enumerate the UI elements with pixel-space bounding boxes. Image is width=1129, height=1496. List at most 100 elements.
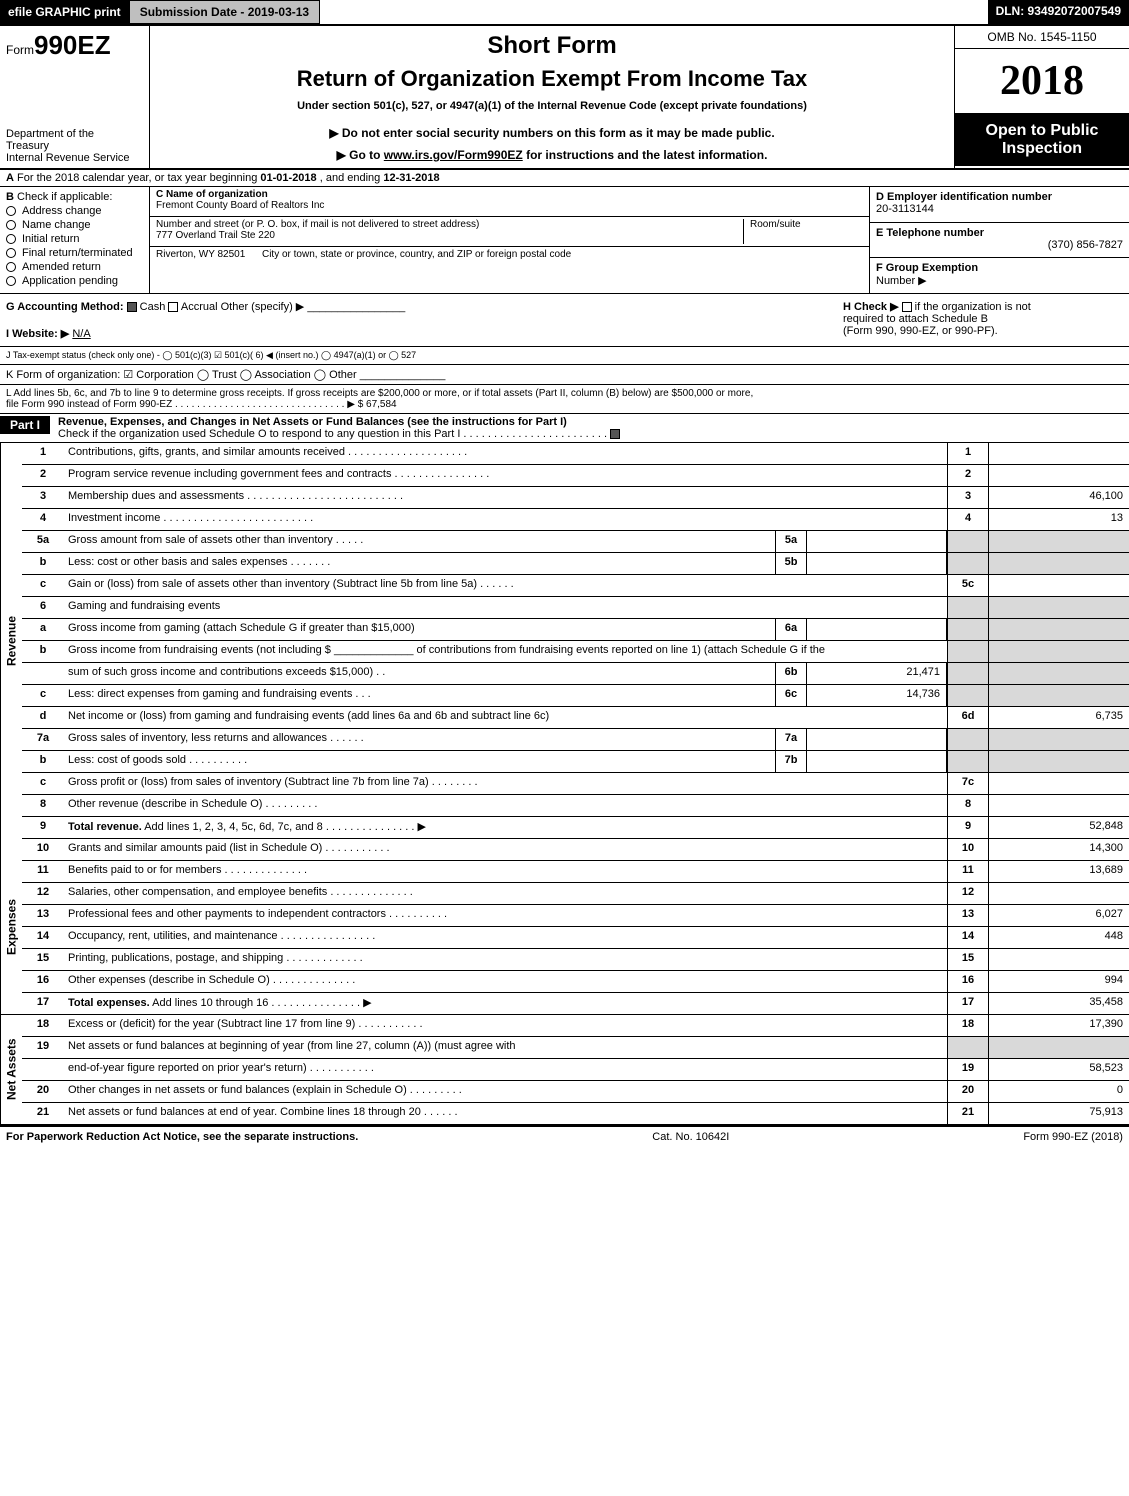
form-footer: For Paperwork Reduction Act Notice, see …	[0, 1125, 1129, 1147]
right-line-number: 20	[947, 1081, 989, 1102]
g-label: G Accounting Method:	[6, 301, 124, 313]
section-g-h-i: G Accounting Method: Cash Accrual Other …	[0, 294, 1129, 347]
h-line-2: required to attach Schedule B	[843, 313, 1123, 325]
line-desc: Program service revenue including govern…	[64, 465, 947, 486]
chk-amended-return[interactable]: Amended return	[6, 261, 143, 273]
mid-line-number: 7b	[775, 751, 807, 772]
radio-icon	[6, 248, 16, 258]
omb-number: OMB No. 1545-1150	[955, 26, 1129, 49]
open-line-1: Open to Public	[959, 122, 1125, 140]
phone-value: (370) 856-7827	[876, 239, 1123, 251]
mid-line-value	[807, 553, 947, 574]
right-line-number: 17	[947, 993, 989, 1014]
line-desc: Net income or (loss) from gaming and fun…	[64, 707, 947, 728]
right-line-value	[989, 619, 1129, 640]
footer-mid: Cat. No. 10642I	[652, 1131, 729, 1143]
right-line-value	[989, 795, 1129, 816]
line-item: 17Total expenses. Add lines 10 through 1…	[22, 993, 1129, 1015]
right-line-value	[989, 465, 1129, 486]
line-number: 9	[22, 817, 64, 838]
chk-address-change[interactable]: Address change	[6, 205, 143, 217]
chk-application-pending[interactable]: Application pending	[6, 275, 143, 287]
chk-name-change[interactable]: Name change	[6, 219, 143, 231]
line-item: 3Membership dues and assessments . . . .…	[22, 487, 1129, 509]
f-label: F Group Exemption	[876, 262, 978, 274]
mid-line-number: 6b	[775, 663, 807, 684]
right-line-value: 35,458	[989, 993, 1129, 1014]
right-line-number: 10	[947, 839, 989, 860]
checkbox-icon[interactable]	[168, 302, 178, 312]
line-item: 19Net assets or fund balances at beginni…	[22, 1037, 1129, 1059]
right-line-value	[989, 883, 1129, 904]
org-name-row: C Name of organization Fremont County Bo…	[150, 187, 869, 217]
right-line-value	[989, 553, 1129, 574]
org-city: Riverton, WY 82501	[156, 249, 245, 260]
line-desc: Excess or (deficit) for the year (Subtra…	[64, 1015, 947, 1036]
phone-row: E Telephone number (370) 856-7827	[870, 223, 1129, 259]
right-line-value: 6,735	[989, 707, 1129, 728]
line-desc: Gross sales of inventory, less returns a…	[64, 729, 775, 750]
mid-line-value: 14,736	[807, 685, 947, 706]
line-item: 12Salaries, other compensation, and empl…	[22, 883, 1129, 905]
line-j-text: J Tax-exempt status (check only one) - ◯…	[6, 350, 416, 360]
right-line-number: 19	[947, 1059, 989, 1080]
right-line-number: 4	[947, 509, 989, 530]
line-item: 9Total revenue. Add lines 1, 2, 3, 4, 5c…	[22, 817, 1129, 839]
chk-final-return[interactable]: Final return/terminated	[6, 247, 143, 259]
efile-print-button[interactable]: efile GRAPHIC print	[0, 0, 129, 24]
line-item: cLess: direct expenses from gaming and f…	[22, 685, 1129, 707]
section-g-left: G Accounting Method: Cash Accrual Other …	[6, 300, 843, 340]
short-form-title: Short Form	[156, 32, 948, 60]
right-line-value: 75,913	[989, 1103, 1129, 1124]
right-line-number: 13	[947, 905, 989, 926]
mid-line-value	[807, 619, 947, 640]
checkbox-icon[interactable]	[127, 302, 137, 312]
right-line-value: 14,300	[989, 839, 1129, 860]
row-a-tax-year: A For the 2018 calendar year, or tax yea…	[0, 170, 1129, 187]
right-line-number	[947, 597, 989, 618]
line-item: 5aGross amount from sale of assets other…	[22, 531, 1129, 553]
line-desc: Gross amount from sale of assets other t…	[64, 531, 775, 552]
chk-label: Application pending	[22, 275, 118, 287]
row-a-label: A	[6, 172, 14, 184]
mid-line-number: 5a	[775, 531, 807, 552]
line-desc: Other revenue (describe in Schedule O) .…	[64, 795, 947, 816]
part-1-sub: Check if the organization used Schedule …	[58, 428, 607, 440]
line-number: 8	[22, 795, 64, 816]
irs-link[interactable]: www.irs.gov/Form990EZ	[384, 148, 523, 162]
checkbox-icon[interactable]	[610, 429, 620, 439]
line-number: 18	[22, 1015, 64, 1036]
right-line-value	[989, 641, 1129, 662]
right-line-value: 52,848	[989, 817, 1129, 838]
line-item: 13Professional fees and other payments t…	[22, 905, 1129, 927]
right-line-value	[989, 443, 1129, 464]
right-line-number: 18	[947, 1015, 989, 1036]
right-line-number: 8	[947, 795, 989, 816]
line-item: cGross profit or (loss) from sales of in…	[22, 773, 1129, 795]
ein-row: D Employer identification number 20-3113…	[870, 187, 1129, 223]
line-l-text2: file Form 990 instead of Form 990-EZ . .…	[6, 399, 355, 410]
line-l-amt: $ 67,584	[358, 399, 397, 410]
right-line-value	[989, 597, 1129, 618]
section-b-label: B	[6, 191, 14, 203]
line-item: sum of such gross income and contributio…	[22, 663, 1129, 685]
line-number: b	[22, 641, 64, 662]
right-line-value	[989, 773, 1129, 794]
website-row: I Website: ▶ N/A	[6, 327, 843, 340]
line-desc: Grants and similar amounts paid (list in…	[64, 839, 947, 860]
line-desc: Gain or (loss) from sale of assets other…	[64, 575, 947, 596]
chk-label: Final return/terminated	[22, 247, 133, 259]
checkbox-icon[interactable]	[902, 302, 912, 312]
line-item: dNet income or (loss) from gaming and fu…	[22, 707, 1129, 729]
row-a-mid: , and ending	[317, 172, 384, 184]
line-item: 6Gaming and fundraising events	[22, 597, 1129, 619]
line-l-text: L Add lines 5b, 6c, and 7b to line 9 to …	[6, 388, 1123, 399]
line-number: 3	[22, 487, 64, 508]
chk-initial-return[interactable]: Initial return	[6, 233, 143, 245]
line-desc: Gross profit or (loss) from sales of inv…	[64, 773, 947, 794]
right-line-value: 58,523	[989, 1059, 1129, 1080]
radio-icon	[6, 276, 16, 286]
line-number: 12	[22, 883, 64, 904]
line-j: J Tax-exempt status (check only one) - ◯…	[0, 347, 1129, 365]
right-line-number	[947, 553, 989, 574]
